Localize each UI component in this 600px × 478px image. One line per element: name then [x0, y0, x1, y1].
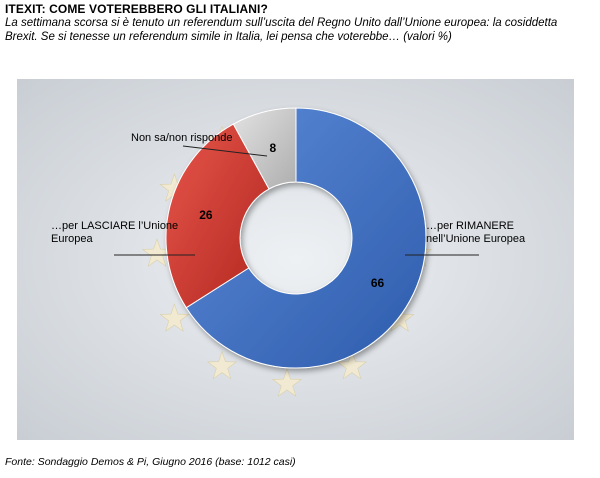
category-label-2: Europea	[51, 233, 93, 245]
donut-slices	[165, 107, 427, 369]
chart-subtitle: La settimana scorsa si è tenuto un refer…	[5, 17, 558, 43]
star-icon	[271, 368, 303, 397]
data-label-2: 26	[199, 208, 213, 222]
data-label-3: 8	[270, 141, 277, 155]
donut-slice-1	[185, 107, 427, 369]
chart-figure: …per RIMANERE nell’Unione Europea …per LAS…	[17, 79, 574, 440]
chart-title: ITEXIT: COME VOTEREBBERO GLI ITALIANI?	[5, 2, 268, 16]
data-labels: 66 26 8	[199, 141, 384, 290]
star-icon	[206, 350, 238, 380]
donut-slice-2	[165, 123, 270, 309]
source-note: Fonte: Sondaggio Demos & Pi, Giugno 2016…	[5, 456, 296, 468]
star-icon	[159, 303, 190, 332]
label-leader-lines	[114, 145, 479, 256]
leader-line-3	[182, 145, 268, 157]
category-label-2: …per LASCIARE l’Unione	[51, 220, 178, 232]
category-label-3: Non sa/non risponde	[131, 132, 233, 144]
category-label-1: nell’Unione Europea	[426, 233, 526, 245]
donut-slice-3	[232, 107, 297, 190]
star-icon	[336, 350, 368, 380]
category-label-1: …per RIMANERE	[426, 220, 514, 232]
data-label-1: 66	[371, 276, 385, 290]
